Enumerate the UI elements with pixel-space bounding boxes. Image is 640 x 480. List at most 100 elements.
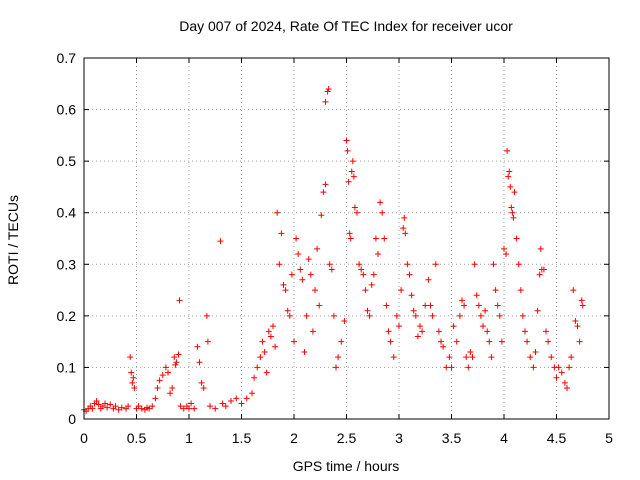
data-point [243, 395, 250, 402]
data-point [448, 364, 455, 371]
data-point [368, 281, 375, 288]
data-point [129, 379, 136, 386]
data-point [530, 364, 537, 371]
data-point [286, 312, 293, 319]
data-point [566, 364, 573, 371]
data-point [488, 354, 495, 361]
data-point [522, 328, 528, 335]
data-point [568, 354, 575, 361]
data-point [159, 372, 166, 379]
data-point [314, 245, 321, 252]
data-point [172, 361, 179, 368]
data-point [347, 235, 354, 242]
data-point [318, 212, 325, 219]
y-tick-label: 0.1 [57, 359, 77, 375]
data-point [322, 181, 329, 188]
data-point [540, 266, 547, 273]
data-point [104, 404, 111, 411]
data-point [278, 230, 285, 237]
data-point [377, 199, 384, 206]
data-point [527, 354, 534, 361]
data-point [475, 302, 482, 309]
data-point [398, 287, 405, 294]
data-point [254, 364, 261, 371]
data-point [372, 235, 379, 242]
data-point [198, 379, 205, 386]
data-point [149, 403, 156, 410]
data-point [301, 348, 308, 355]
data-point [293, 235, 300, 242]
data-point [370, 271, 377, 278]
data-point [509, 209, 516, 216]
data-point [545, 338, 552, 345]
data-point [432, 261, 439, 268]
data-point [564, 385, 570, 392]
data-point [519, 312, 526, 319]
data-point [501, 245, 507, 252]
y-tick-label: 0 [68, 411, 76, 427]
data-point [341, 318, 348, 325]
data-point [276, 261, 283, 268]
data-point [360, 271, 367, 278]
data-point [274, 209, 281, 216]
data-point [408, 292, 415, 299]
data-point [297, 266, 304, 273]
data-point [484, 328, 491, 335]
data-point [328, 266, 335, 273]
y-tick-label: 0.6 [57, 102, 77, 118]
data-point [219, 400, 226, 407]
data-point [320, 189, 327, 196]
data-point [513, 235, 520, 242]
data-point [333, 364, 339, 371]
data-point [579, 302, 586, 309]
data-point [325, 85, 332, 92]
data-point [453, 338, 460, 345]
data-point [112, 403, 119, 410]
data-point [303, 312, 310, 319]
data-point [471, 261, 478, 268]
y-tick-label: 0.5 [57, 153, 77, 169]
data-point [272, 343, 279, 350]
data-point [401, 214, 408, 221]
data-point [555, 364, 562, 371]
data-point [536, 271, 543, 278]
data-point [127, 354, 134, 361]
data-point [152, 395, 159, 402]
data-point [238, 400, 245, 407]
y-tick-label: 0.3 [57, 256, 77, 272]
data-point [89, 405, 96, 412]
data-point [188, 400, 195, 407]
data-point [379, 209, 386, 216]
data-point [128, 369, 135, 376]
data-point [570, 287, 577, 294]
data-point [345, 178, 352, 185]
data-point [200, 385, 207, 392]
data-point [212, 405, 219, 412]
data-point [576, 338, 583, 345]
data-point [429, 312, 436, 319]
data-point [385, 328, 392, 335]
x-tick-label: 2 [290, 430, 298, 446]
data-point [282, 287, 289, 294]
data-point [186, 405, 192, 412]
data-point [356, 261, 363, 268]
data-point [165, 369, 171, 376]
x-tick-label: 0.5 [127, 430, 147, 446]
data-point [295, 250, 302, 257]
data-point [291, 338, 297, 345]
data-point [312, 287, 318, 294]
data-point [390, 354, 397, 361]
data-point [412, 312, 419, 319]
data-point [381, 235, 388, 242]
data-point [461, 302, 468, 309]
data-point [553, 374, 560, 381]
data-point [280, 281, 287, 288]
data-point [435, 328, 442, 335]
data-point [130, 374, 137, 381]
data-point [417, 323, 423, 330]
data-point [270, 323, 276, 330]
y-tick-label: 0.4 [57, 205, 77, 221]
data-point [338, 338, 345, 345]
data-point [414, 333, 421, 340]
